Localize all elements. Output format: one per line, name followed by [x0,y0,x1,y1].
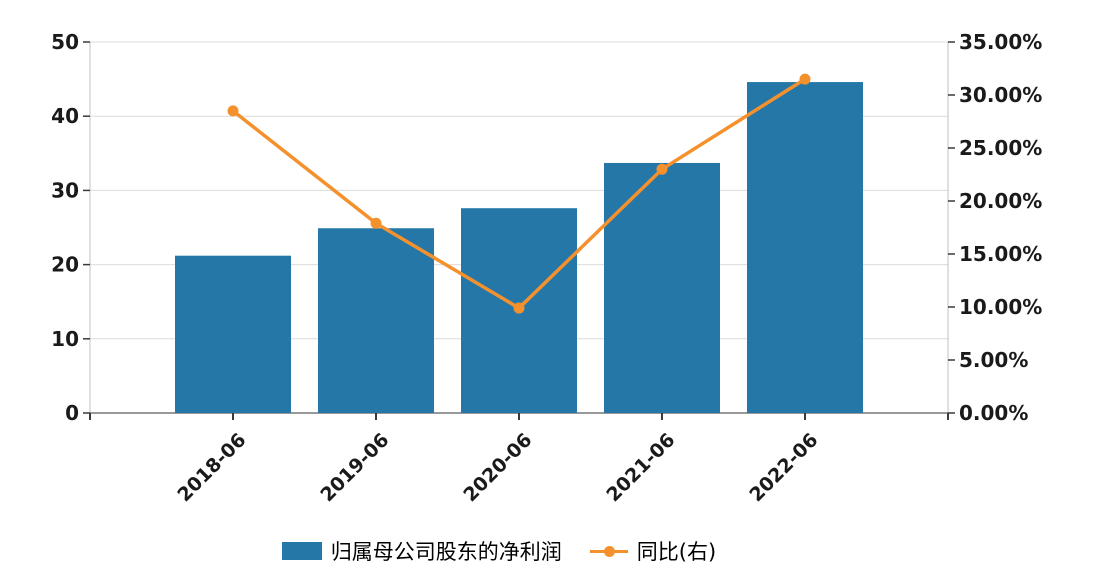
left-axis-tick-label: 30 [51,178,79,202]
right-axis-tick-label: 0.00% [959,401,1028,425]
line-series-dot-icon [603,546,615,557]
bar-2018-06[interactable] [175,255,291,413]
right-axis-tick-label: 25.00% [959,136,1042,160]
line-series-marker-icon [589,545,628,557]
left-axis-tick-label: 10 [51,327,79,351]
right-axis-tick-label: 5.00% [959,348,1028,372]
legend-item-net-profit[interactable]: 归属母公司股东的净利润 [281,536,562,566]
yoy-point-2020-06[interactable] [513,302,525,314]
bar-2022-06[interactable] [747,82,863,414]
x-axis-label-2018-06: 2018-06 [173,429,250,506]
right-axis-tick-label: 15.00% [959,242,1042,266]
bar-2021-06[interactable] [604,162,720,413]
yoy-point-2019-06[interactable] [370,217,382,229]
yoy-point-2018-06[interactable] [227,105,239,117]
right-axis-tick-label: 30.00% [959,83,1042,107]
right-axis-tick-label: 10.00% [959,295,1042,319]
right-axis-tick-label: 20.00% [959,189,1042,213]
yoy-point-2021-06[interactable] [656,163,668,175]
bar-series-swatch-icon [281,542,322,560]
legend-label-yoy: 同比(右) [636,540,717,564]
left-axis-tick-label: 40 [51,104,79,128]
x-axis-label-2020-06: 2020-06 [459,429,536,506]
x-axis-label-2019-06: 2019-06 [316,429,393,506]
legend-label-net-profit: 归属母公司股东的净利润 [330,540,562,564]
x-axis-label-2022-06: 2022-06 [745,429,822,506]
left-axis-tick-label: 20 [51,253,79,277]
bar-2019-06[interactable] [318,228,434,413]
legend-item-yoy[interactable]: 同比(右) [589,536,717,566]
left-axis-tick-label: 50 [51,30,79,54]
yoy-point-2022-06[interactable] [799,73,811,85]
right-axis-tick-label: 35.00% [959,30,1042,54]
chart-legend: 归属母公司股东的净利润 同比(右) [0,536,998,566]
left-axis-tick-label: 0 [65,401,79,425]
x-axis-label-2021-06: 2021-06 [602,429,679,506]
